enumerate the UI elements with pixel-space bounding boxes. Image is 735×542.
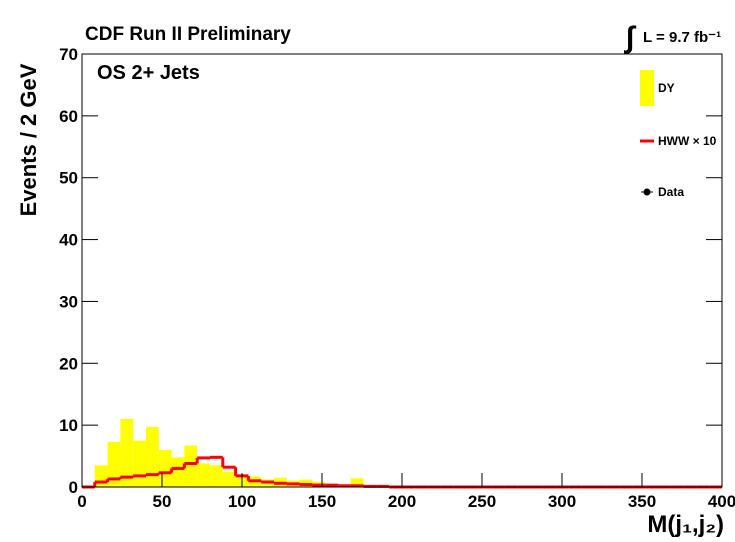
- histogram-bar: [133, 440, 146, 487]
- histogram-bar: [171, 457, 185, 487]
- y-tick-label: 30: [59, 292, 78, 311]
- chart-title: CDF Run II Preliminary: [85, 24, 291, 45]
- plot-frame: [81, 53, 723, 488]
- y-tick-label: 40: [59, 231, 78, 250]
- legend-label: DY: [658, 81, 675, 95]
- x-tick-label: 250: [468, 492, 496, 511]
- y-tick-label: 0: [69, 478, 78, 497]
- histogram-bar: [158, 449, 172, 487]
- x-tick-label: 150: [308, 492, 336, 511]
- y-tick-label: 20: [59, 354, 78, 373]
- x-tick-label: 0: [77, 492, 86, 511]
- luminosity: L = 9.7 fb⁻¹: [643, 29, 721, 46]
- histogram-bar: [120, 418, 134, 487]
- annotation: OS 2+ Jets: [97, 62, 200, 84]
- histogram-bar: [350, 478, 364, 487]
- histogram-bar: [197, 463, 210, 487]
- x-tick-label: 300: [548, 492, 576, 511]
- x-axis-label: M(j₁,j₂): [647, 511, 724, 538]
- x-tick-label: 350: [628, 492, 656, 511]
- y-tick-label: 70: [59, 45, 78, 64]
- x-tick-label: 50: [153, 492, 172, 511]
- legend-label: HWW × 10: [658, 134, 717, 148]
- legend-swatch: [643, 188, 651, 196]
- x-tick-label: 400: [708, 492, 735, 511]
- x-tick-label: 200: [388, 492, 416, 511]
- legend-swatch: [640, 70, 654, 106]
- y-tick-label: 10: [59, 416, 78, 435]
- histogram-bar: [184, 445, 198, 487]
- y-tick-label: 60: [59, 107, 78, 126]
- histogram-bar: [146, 426, 159, 487]
- histogram-bar: [94, 465, 108, 487]
- histogram-bar: [210, 465, 223, 487]
- integral-symbol: ∫: [624, 21, 637, 54]
- y-tick-label: 50: [59, 169, 78, 188]
- x-tick-label: 100: [228, 492, 256, 511]
- histogram-bar: [107, 441, 121, 487]
- histogram-bar: [222, 471, 236, 487]
- y-axis-label: Events / 2 GeV: [16, 63, 41, 216]
- legend-label: Data: [658, 185, 684, 199]
